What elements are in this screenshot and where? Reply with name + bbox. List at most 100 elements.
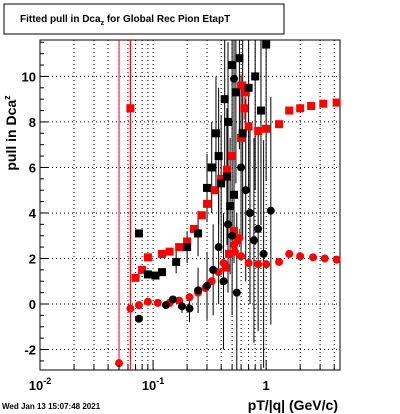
data-point-square bbox=[237, 133, 246, 142]
data-point-square bbox=[138, 265, 147, 274]
data-point-circle bbox=[203, 281, 212, 290]
data-points bbox=[115, 40, 341, 368]
data-point-square bbox=[235, 54, 244, 63]
data-point-circle bbox=[320, 254, 329, 263]
data-point-square bbox=[217, 174, 226, 183]
data-point-circle bbox=[219, 259, 228, 268]
data-point-square bbox=[134, 229, 143, 238]
data-point-circle bbox=[153, 298, 162, 307]
data-point-circle bbox=[232, 288, 241, 297]
x-tick-labels: 10-2 10-1 1 bbox=[29, 376, 270, 393]
data-point-circle bbox=[134, 314, 143, 323]
data-point-square bbox=[183, 237, 192, 246]
data-point-square bbox=[143, 270, 152, 279]
data-point-square bbox=[256, 106, 265, 115]
data-point-circle bbox=[249, 236, 258, 245]
y-tick-labels: -2 0 2 4 6 8 10 bbox=[22, 69, 37, 357]
data-point-square bbox=[210, 186, 219, 195]
data-point-square bbox=[262, 124, 271, 133]
data-point-square bbox=[307, 102, 316, 110]
data-point-square bbox=[230, 190, 239, 199]
y-tick-label: 8 bbox=[29, 115, 36, 130]
y-tick-label: 4 bbox=[29, 206, 37, 221]
data-point-square bbox=[230, 227, 239, 236]
chart-title: Fitted pull in Dcaz for Global Rec Pion … bbox=[20, 14, 230, 27]
data-point-square bbox=[319, 99, 328, 108]
data-point-square bbox=[237, 81, 246, 90]
data-point-circle bbox=[241, 186, 250, 195]
data-point-circle bbox=[254, 260, 263, 269]
data-point-circle bbox=[168, 295, 177, 304]
data-point-square bbox=[217, 179, 226, 188]
data-point-circle bbox=[224, 220, 233, 229]
data-point-circle bbox=[230, 240, 239, 249]
data-point-circle bbox=[185, 293, 194, 302]
data-point-circle bbox=[309, 253, 318, 262]
data-point-square bbox=[172, 257, 181, 266]
data-point-circle bbox=[237, 163, 246, 172]
data-point-square bbox=[231, 88, 240, 97]
data-point-square bbox=[332, 98, 341, 107]
y-axis-title: pull in Dcaz bbox=[2, 95, 19, 171]
y-tick-label: 10 bbox=[22, 69, 36, 84]
data-point-square bbox=[183, 243, 192, 252]
data-point-circle bbox=[254, 224, 263, 233]
x-axis-title: pT/|q| (GeV/c) bbox=[248, 397, 338, 413]
y-tick-label: 0 bbox=[29, 297, 36, 312]
data-point-square bbox=[207, 163, 216, 172]
y-tick-label: 6 bbox=[29, 160, 36, 175]
data-point-circle bbox=[177, 302, 186, 311]
data-point-square bbox=[189, 224, 198, 233]
data-point-square bbox=[224, 117, 233, 126]
data-point-square bbox=[238, 129, 247, 138]
data-point-square bbox=[240, 104, 249, 113]
data-point-square bbox=[165, 247, 174, 256]
data-point-circle bbox=[235, 234, 244, 242]
data-point-circle bbox=[228, 231, 237, 240]
x-tick-label: 1 bbox=[263, 378, 270, 393]
data-point-square bbox=[158, 249, 167, 258]
y-tick-label: 2 bbox=[29, 251, 36, 266]
data-point-square bbox=[214, 152, 223, 161]
data-point-square bbox=[275, 120, 284, 129]
data-point-square bbox=[203, 199, 212, 208]
data-point-circle bbox=[134, 301, 143, 310]
data-point-circle bbox=[244, 259, 253, 268]
data-point-square bbox=[143, 253, 152, 262]
data-point-square bbox=[251, 72, 260, 81]
data-point-square bbox=[228, 61, 237, 70]
data-point-square bbox=[126, 104, 135, 113]
data-point-circle bbox=[209, 265, 218, 274]
data-point-square bbox=[221, 263, 230, 272]
data-point-square bbox=[151, 271, 160, 280]
x-tick-label: 10-1 bbox=[142, 376, 164, 393]
data-point-circle bbox=[126, 304, 135, 313]
data-point-circle bbox=[115, 359, 124, 368]
data-point-circle bbox=[230, 74, 239, 83]
data-point-circle bbox=[246, 208, 255, 217]
data-point-circle bbox=[266, 206, 275, 215]
data-point-circle bbox=[214, 243, 223, 252]
data-point-circle bbox=[161, 301, 170, 310]
data-point-circle bbox=[194, 286, 203, 295]
data-point-square bbox=[194, 229, 203, 238]
data-point-circle bbox=[237, 252, 246, 261]
data-point-circle bbox=[275, 257, 284, 266]
data-point-circle bbox=[230, 247, 239, 256]
data-point-square bbox=[211, 129, 220, 138]
date-stamp: Wed Jan 13 15:07:48 2021 bbox=[2, 402, 101, 411]
data-point-square bbox=[220, 95, 229, 104]
data-point-circle bbox=[332, 255, 341, 264]
data-point-square bbox=[158, 268, 167, 277]
axis-ticks bbox=[39, 41, 335, 370]
data-point-circle bbox=[285, 249, 294, 258]
data-point-circle bbox=[143, 297, 152, 306]
data-point-circle bbox=[219, 277, 228, 286]
data-point-square bbox=[254, 127, 263, 136]
data-point-square bbox=[131, 273, 140, 282]
data-point-circle bbox=[296, 252, 305, 261]
data-point-circle bbox=[259, 249, 268, 258]
data-point-square bbox=[222, 165, 231, 174]
data-point-square bbox=[197, 211, 206, 220]
